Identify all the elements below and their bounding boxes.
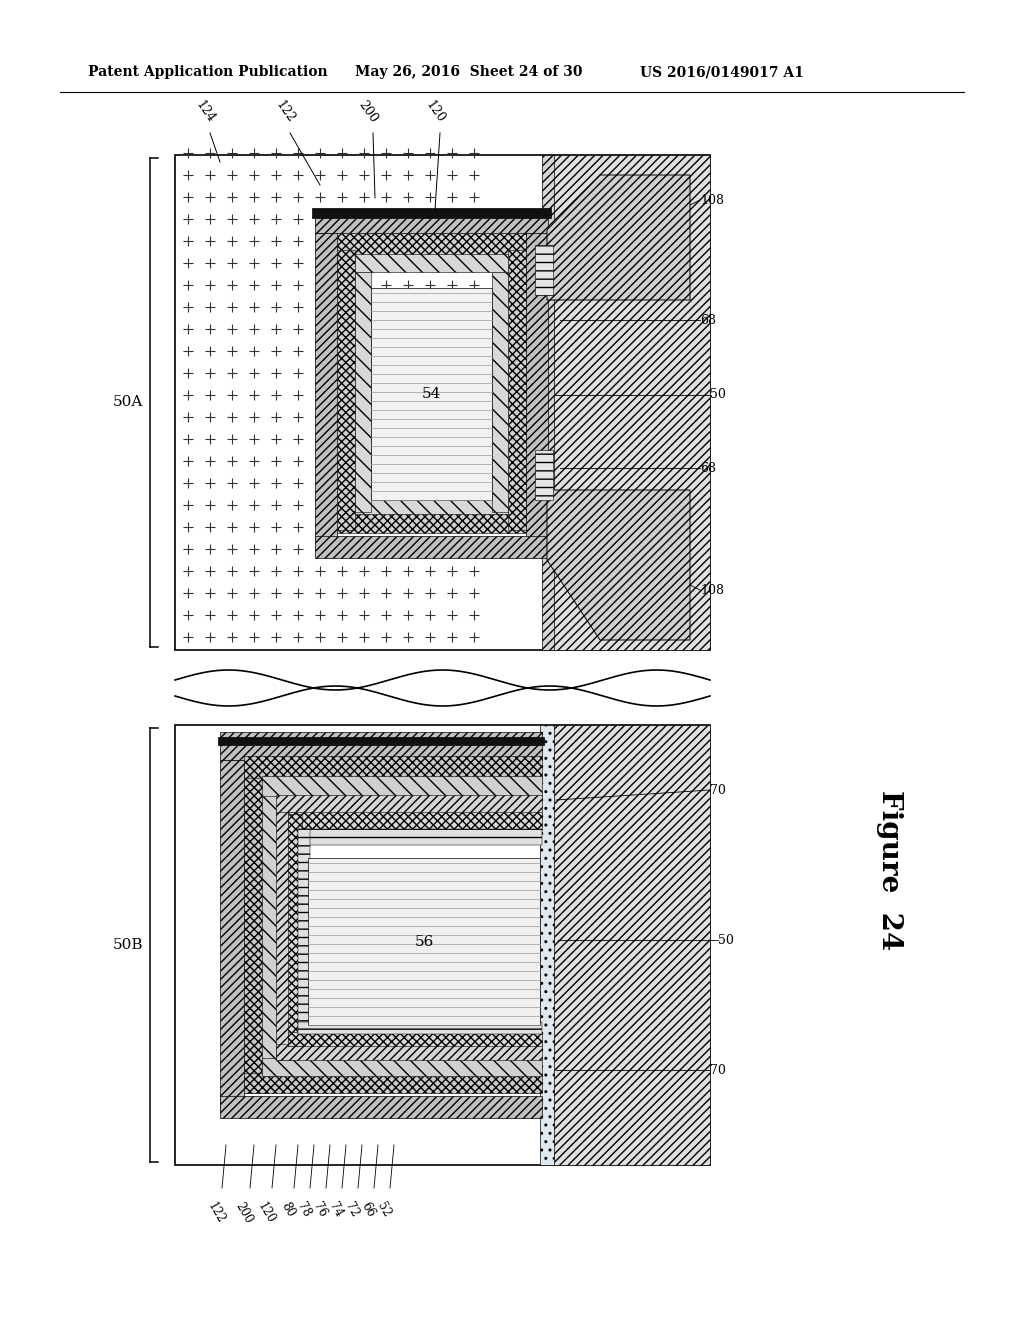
Text: 56: 56 — [415, 935, 434, 949]
Text: 74: 74 — [327, 1200, 345, 1220]
Bar — [337, 511, 526, 533]
Text: 68: 68 — [700, 314, 716, 326]
Text: 50: 50 — [710, 388, 726, 401]
Bar — [540, 725, 554, 1166]
Polygon shape — [547, 176, 690, 300]
Bar — [526, 234, 548, 540]
Bar — [312, 209, 551, 218]
Text: 80: 80 — [279, 1200, 297, 1220]
Bar — [244, 1073, 542, 1093]
Bar — [492, 272, 508, 512]
Bar — [547, 154, 710, 649]
Text: 120: 120 — [255, 1200, 278, 1226]
Bar — [220, 733, 542, 760]
Text: Patent Application Publication: Patent Application Publication — [88, 65, 328, 79]
Bar — [298, 1022, 542, 1034]
Text: 50B: 50B — [113, 939, 143, 952]
Bar — [276, 795, 542, 814]
Bar — [262, 1059, 542, 1076]
Bar — [298, 829, 310, 1034]
Bar — [535, 246, 553, 294]
Bar — [262, 776, 542, 799]
Text: 108: 108 — [700, 194, 724, 206]
Bar — [220, 1096, 542, 1118]
Bar — [535, 450, 553, 500]
Bar — [355, 253, 508, 272]
Bar — [542, 154, 554, 649]
Bar — [244, 777, 268, 1093]
Text: 200: 200 — [232, 1200, 255, 1226]
Bar — [288, 812, 542, 830]
Text: 50A: 50A — [113, 396, 143, 409]
Bar — [547, 725, 710, 1166]
Text: 76: 76 — [310, 1200, 330, 1220]
Bar — [175, 725, 710, 1166]
Bar — [308, 858, 540, 1026]
Bar — [244, 756, 542, 780]
Text: 54: 54 — [422, 387, 441, 401]
Text: May 26, 2016  Sheet 24 of 30: May 26, 2016 Sheet 24 of 30 — [355, 65, 583, 79]
Bar — [508, 249, 526, 531]
Text: 70: 70 — [710, 784, 726, 796]
Text: 50: 50 — [718, 933, 734, 946]
Bar — [337, 249, 355, 531]
Bar — [220, 760, 244, 1110]
Bar — [355, 496, 508, 513]
Text: 70: 70 — [710, 1064, 726, 1077]
Text: 78: 78 — [295, 1200, 313, 1220]
Text: 120: 120 — [423, 98, 447, 125]
Bar — [315, 536, 548, 558]
Text: 108: 108 — [700, 583, 724, 597]
Text: 200: 200 — [355, 98, 380, 125]
Bar — [298, 829, 542, 845]
Text: 122: 122 — [205, 1200, 227, 1226]
Bar — [175, 154, 710, 649]
Bar — [315, 234, 337, 540]
Text: 52: 52 — [375, 1200, 393, 1220]
Text: 122: 122 — [272, 98, 297, 125]
Bar — [276, 812, 292, 1060]
Bar — [315, 211, 548, 234]
Bar — [337, 234, 526, 255]
Text: 68: 68 — [700, 462, 716, 474]
Text: US 2016/0149017 A1: US 2016/0149017 A1 — [640, 65, 804, 79]
Text: 66: 66 — [358, 1200, 378, 1220]
Bar — [276, 1044, 542, 1060]
Polygon shape — [547, 490, 690, 640]
Bar — [288, 1032, 542, 1045]
Bar — [355, 272, 371, 512]
Text: Figure  24: Figure 24 — [877, 789, 903, 950]
Bar — [262, 796, 280, 1076]
Bar — [218, 737, 544, 744]
Bar — [288, 814, 302, 1045]
Text: 124: 124 — [193, 98, 217, 125]
Text: 72: 72 — [343, 1200, 361, 1220]
Bar — [371, 288, 492, 500]
